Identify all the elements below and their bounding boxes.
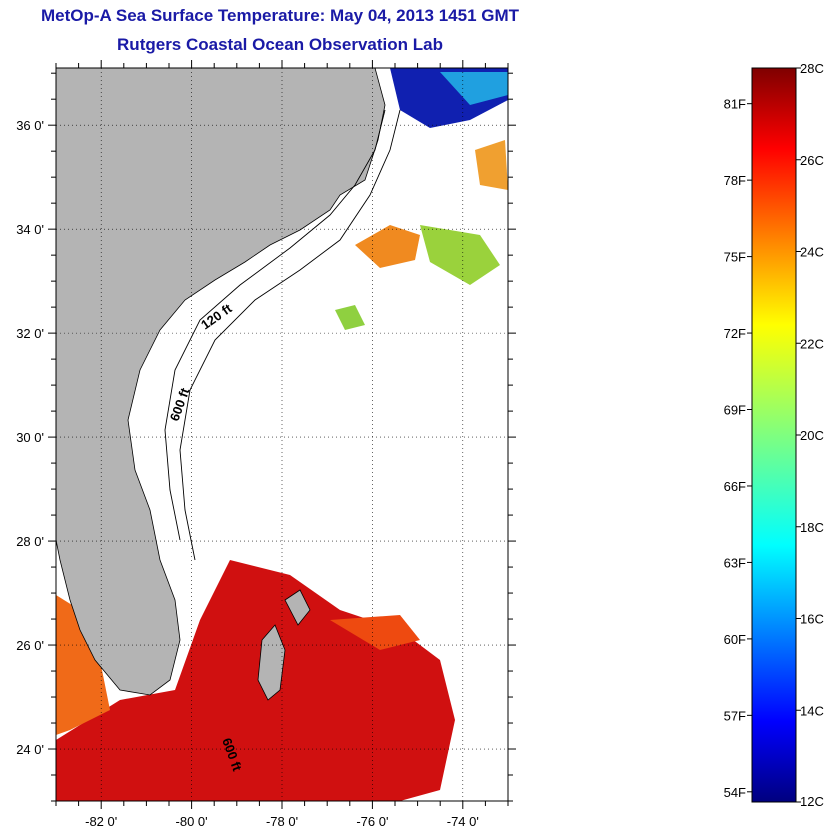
- isobath-120ft: [164, 109, 386, 541]
- lon-tick-label: -78 0': [266, 814, 298, 829]
- fahrenheit-label: 63F: [724, 555, 746, 570]
- lat-tick-label: 36 0': [16, 118, 44, 133]
- fahrenheit-label: 75F: [724, 250, 746, 265]
- celsius-label: 12C: [800, 794, 824, 809]
- fahrenheit-label: 72F: [724, 326, 746, 341]
- fahrenheit-label: 69F: [724, 403, 746, 418]
- lon-tick-label: -74 0': [447, 814, 479, 829]
- sst-patch-green: [420, 225, 500, 285]
- island-abaco: [284, 589, 311, 626]
- sst-map: 120 ft 600 ft 600 ft 36 0'34 0'32 0'30 0…: [16, 60, 516, 829]
- isobath-600ft: [179, 109, 401, 561]
- lon-tick-label: -80 0': [176, 814, 208, 829]
- sst-cool-region: [440, 72, 508, 105]
- graticule: [56, 68, 508, 801]
- celsius-label: 24C: [800, 245, 824, 260]
- sst-orange-region-2: [330, 615, 420, 650]
- celsius-label: 28C: [800, 61, 824, 76]
- lat-tick-label: 34 0': [16, 222, 44, 237]
- fahrenheit-label: 60F: [724, 632, 746, 647]
- celsius-label: 18C: [800, 520, 824, 535]
- sst-patch-carolina: [355, 225, 420, 268]
- temperature-colorbar: 28C 26C 24C 22C 20C 18C 16C 14C 12C 81F 78F 75F 72F 6…: [724, 61, 824, 809]
- fahrenheit-label: 54F: [724, 785, 746, 800]
- lat-tick-label: 30 0': [16, 430, 44, 445]
- island-andros: [257, 624, 286, 701]
- lat-tick-label: 26 0': [16, 638, 44, 653]
- celsius-label: 20C: [800, 428, 824, 443]
- lat-tick-label: 24 0': [16, 742, 44, 757]
- map-title: MetOp-A Sea Surface Temperature: May 04,…: [40, 6, 520, 25]
- fahrenheit-label: 57F: [724, 708, 746, 723]
- map-subtitle: Rutgers Coastal Ocean Observation Lab: [117, 35, 443, 54]
- lon-tick-label: -76 0': [356, 814, 388, 829]
- sst-patch-small: [335, 305, 365, 330]
- sst-patch-east: [475, 140, 508, 190]
- fahrenheit-label: 66F: [724, 479, 746, 494]
- colorbar-gradient: [751, 67, 797, 803]
- land-mass: [56, 68, 386, 696]
- celsius-label: 16C: [800, 612, 824, 627]
- lat-tick-label: 28 0': [16, 534, 44, 549]
- celsius-label: 26C: [800, 153, 824, 168]
- lon-tick-label: -82 0': [85, 814, 117, 829]
- sst-orange-region: [56, 595, 110, 735]
- lat-tick-label: 32 0': [16, 326, 44, 341]
- colorbar-ticks: 28C 26C 24C 22C 20C 18C 16C 14C 12C 81F 78F 75F 72F 6…: [724, 61, 824, 809]
- celsius-label: 14C: [800, 703, 824, 718]
- map-ticks: 36 0' 34 0' 32 0' 30 0' 28 0' 26 0' 24 0' -82 0…: [16, 60, 516, 829]
- celsius-label: 22C: [800, 336, 824, 351]
- fahrenheit-label: 78F: [724, 173, 746, 188]
- fahrenheit-label: 81F: [724, 97, 746, 112]
